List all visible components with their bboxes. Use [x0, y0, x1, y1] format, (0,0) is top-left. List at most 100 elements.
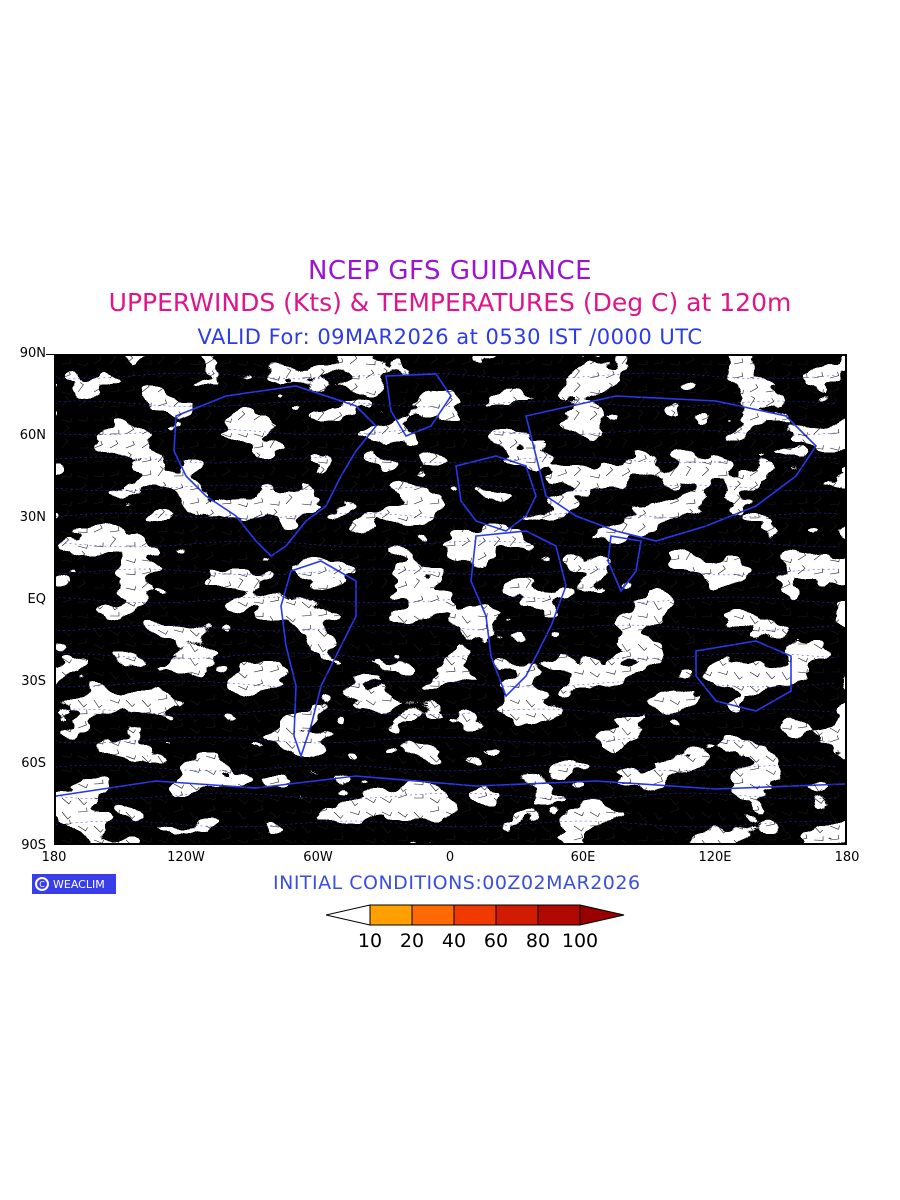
- wind-barb: [61, 671, 72, 679]
- wind-barb: [733, 411, 742, 421]
- wind-barb: [349, 585, 360, 591]
- wind-barb: [445, 811, 456, 816]
- wind-barb: [621, 522, 628, 533]
- wind-barb: [397, 537, 406, 547]
- wind-barb: [413, 657, 423, 666]
- wind-barb: [573, 430, 584, 435]
- wind-barb: [733, 643, 744, 651]
- wind-barb: [173, 755, 184, 760]
- wind-barb: [557, 825, 567, 834]
- wind-barb: [461, 639, 472, 645]
- wind-barb: [781, 558, 792, 564]
- wind-barb: [541, 425, 551, 435]
- wind-barb: [813, 668, 824, 674]
- wind-barb: [93, 680, 104, 687]
- wind-barb: [349, 707, 360, 715]
- wind-barb: [541, 750, 552, 757]
- wind-barb: [189, 537, 198, 547]
- wind-barb: [509, 555, 520, 561]
- wind-barb: [205, 443, 216, 449]
- wind-barb: [701, 825, 712, 831]
- wind-barb: [621, 679, 632, 687]
- wind-barb: [381, 509, 390, 519]
- wind-barb: [765, 566, 775, 575]
- wind-barb: [445, 558, 456, 563]
- wind-barb: [125, 472, 136, 477]
- wind-barb: [813, 445, 824, 450]
- wind-barb: [317, 566, 327, 575]
- wind-barb: [301, 769, 311, 778]
- wind-barb: [221, 699, 232, 704]
- wind-barb: [157, 452, 165, 463]
- wind-barb: [349, 473, 360, 478]
- wind-barb: [829, 501, 840, 506]
- wind-barb: [349, 522, 357, 533]
- wind-barb: [733, 699, 743, 709]
- wind-barb: [765, 372, 776, 379]
- wind-barb: [637, 482, 647, 491]
- wind-barb: [637, 811, 647, 820]
- wind-barb: [589, 834, 600, 841]
- wind-barb: [125, 526, 136, 533]
- wind-barb: [301, 666, 312, 673]
- wind-barb: [173, 471, 184, 477]
- wind-barb: [493, 431, 504, 436]
- wind-barb: [605, 727, 616, 734]
- wind-barb: [77, 417, 88, 422]
- wind-barb: [477, 601, 488, 609]
- wind-barb: [429, 724, 440, 729]
- wind-barb: [605, 657, 615, 666]
- wind-barb: [173, 615, 184, 623]
- wind-barb: [637, 509, 647, 519]
- wind-barb: [125, 740, 136, 745]
- wind-barb: [621, 568, 632, 575]
- wind-barb: [445, 412, 455, 421]
- wind-barb: [205, 495, 214, 505]
- wind-barb: [221, 755, 231, 764]
- weaclim-badge[interactable]: C WEACLIM: [32, 874, 116, 894]
- wind-barb: [301, 414, 312, 421]
- wind-barb: [797, 722, 808, 729]
- wind-barb: [733, 523, 742, 533]
- wind-barb: [413, 822, 424, 827]
- wind-barb: [365, 611, 376, 617]
- wind-barb: [317, 553, 328, 561]
- wind-barb: [253, 805, 264, 813]
- wind-barb: [653, 426, 663, 435]
- wind-barb: [269, 693, 280, 701]
- wind-barb: [765, 500, 776, 505]
- wind-barb: [205, 471, 216, 477]
- wind-barb: [397, 411, 406, 421]
- wind-barb: [333, 411, 343, 421]
- wind-barb: [365, 390, 376, 396]
- wind-barb: [525, 665, 536, 673]
- wind-barb: [157, 726, 168, 731]
- wind-barb: [205, 551, 214, 561]
- isotherm-texture: [56, 820, 837, 828]
- isotherm-texture: [56, 428, 837, 436]
- wind-barb: [557, 469, 567, 477]
- wind-barb: [237, 710, 248, 715]
- wind-barb: [445, 601, 456, 607]
- wind-barb: [141, 439, 150, 449]
- wind-barb: [621, 666, 632, 673]
- wind-barb: [285, 825, 296, 832]
- wind-barb: [797, 404, 808, 409]
- wind-barb: [397, 811, 408, 818]
- wind-barb: [477, 508, 485, 519]
- wind-barb: [189, 713, 199, 722]
- wind-barb: [269, 712, 280, 717]
- wind-barb: [77, 699, 88, 708]
- wind-barb: [653, 836, 664, 841]
- wind-barb: [253, 536, 260, 547]
- wind-barb: [93, 601, 103, 610]
- wind-barb: [333, 428, 344, 435]
- wind-barb: [461, 806, 472, 813]
- wind-barb: [237, 615, 248, 623]
- wind-barb: [765, 386, 776, 393]
- wind-barb: [477, 624, 488, 631]
- wind-barb: [253, 749, 263, 757]
- wind-barb: [493, 671, 504, 680]
- wind-barb: [493, 536, 501, 547]
- wind-barb: [253, 523, 262, 533]
